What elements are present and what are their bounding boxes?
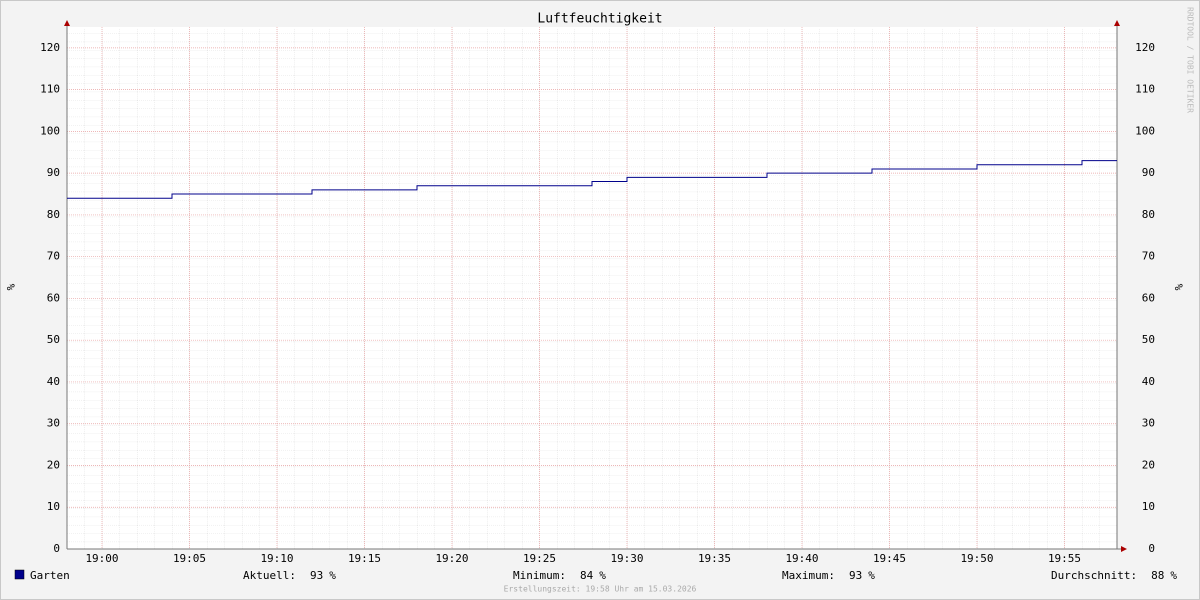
stat: Aktuell: 93%: [243, 569, 336, 582]
stat-label: Minimum:: [513, 569, 566, 582]
x-tick-label: 19:40: [785, 552, 818, 565]
y-tick-label: 110: [40, 83, 60, 96]
legend-swatch: [14, 569, 25, 580]
y-tick-label: 120: [40, 41, 60, 54]
y-tick-label: 80: [47, 208, 60, 221]
y2-tick-label: 0: [1148, 542, 1155, 555]
x-tick-label: 19:10: [260, 552, 293, 565]
y2-tick-label: 40: [1142, 375, 1155, 388]
y2-tick-label: 90: [1142, 166, 1155, 179]
stat-label: Maximum:: [782, 569, 835, 582]
x-tick-label: 19:00: [85, 552, 118, 565]
stat: Maximum: 93%: [782, 569, 875, 582]
stat-unit: %: [1170, 569, 1177, 582]
y-tick-label: 60: [47, 291, 60, 304]
stat-value: 93: [310, 569, 323, 582]
stat-value: 93: [849, 569, 862, 582]
x-tick-label: 19:35: [698, 552, 731, 565]
x-tick-label: 19:25: [523, 552, 556, 565]
y-tick-label: 100: [40, 124, 60, 137]
y-tick-label: 40: [47, 375, 60, 388]
y2-tick-label: 80: [1142, 208, 1155, 221]
x-tick-label: 19:15: [348, 552, 381, 565]
stat-unit: %: [868, 569, 875, 582]
stat-value: 88: [1151, 569, 1164, 582]
y-tick-label: 20: [47, 458, 60, 471]
y-tick-label: 10: [47, 500, 60, 513]
watermark: RRDTOOL / TOBI OETIKER: [1186, 7, 1195, 113]
footer: Erstellungszeit: 19:58 Uhr am 15.03.2026: [504, 585, 697, 594]
y2-tick-label: 110: [1135, 83, 1155, 96]
x-tick-label: 19:20: [435, 552, 468, 565]
stat: Durchschnitt: 88%: [1051, 569, 1177, 582]
y-tick-label: 90: [47, 166, 60, 179]
x-tick-label: 19:55: [1048, 552, 1081, 565]
x-tick-label: 19:30: [610, 552, 643, 565]
chart-title: Luftfeuchtigkeit: [537, 12, 662, 27]
legend-label: Garten: [30, 569, 70, 582]
y2-tick-label: 100: [1135, 124, 1155, 137]
stat-unit: %: [599, 569, 606, 582]
x-tick-label: 19:45: [873, 552, 906, 565]
data-line: [67, 160, 1117, 199]
y-tick-label: 50: [47, 333, 60, 346]
stat-unit: %: [329, 569, 336, 582]
x-tick-label: 19:50: [960, 552, 993, 565]
stat: Minimum: 84%: [513, 569, 606, 582]
stat-label: Aktuell:: [243, 569, 296, 582]
y2-tick-label: 10: [1142, 500, 1155, 513]
y2-tick-label: 50: [1142, 333, 1155, 346]
y-axis-label: %: [4, 284, 17, 291]
y2-tick-label: 70: [1142, 250, 1155, 263]
y-tick-label: 70: [47, 250, 60, 263]
y2-tick-label: 60: [1142, 291, 1155, 304]
stat-value: 84: [580, 569, 594, 582]
minor-grid: [67, 28, 1117, 549]
y2-tick-label: 120: [1135, 41, 1155, 54]
y2-axis-label: %: [1172, 284, 1185, 291]
y2-tick-label: 30: [1142, 417, 1155, 430]
y-tick-label: 30: [47, 417, 60, 430]
y2-tick-label: 20: [1142, 458, 1155, 471]
stat-label: Durchschnitt:: [1051, 569, 1137, 582]
y-tick-label: 0: [53, 542, 60, 555]
x-tick-label: 19:05: [173, 552, 206, 565]
